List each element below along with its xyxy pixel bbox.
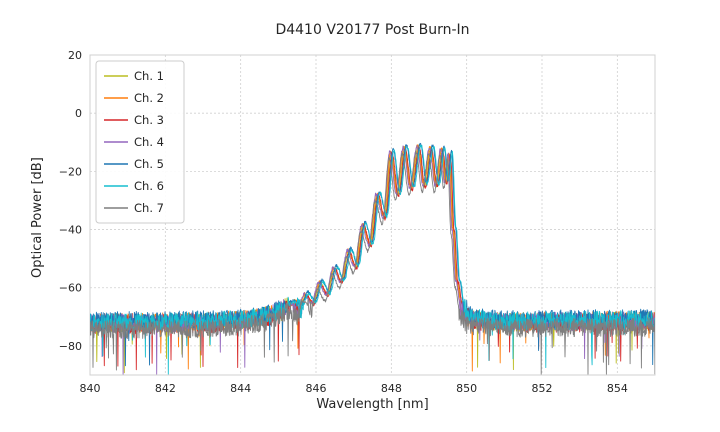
legend-label-ch-5: Ch. 5 — [134, 157, 164, 171]
y-tick-label--80: −80 — [59, 340, 82, 353]
y-tick-label-20: 20 — [68, 49, 82, 62]
x-axis-label: Wavelength [nm] — [316, 397, 429, 412]
y-tick-label--60: −60 — [59, 282, 82, 295]
series-group — [90, 142, 655, 375]
x-tick-label-850: 850 — [456, 382, 477, 395]
y-tick-label--20: −20 — [59, 165, 82, 178]
x-tick-label-846: 846 — [306, 382, 327, 395]
y-tick-label--40: −40 — [59, 224, 82, 237]
legend-label-ch-6: Ch. 6 — [134, 179, 164, 193]
legend: Ch. 1 Ch. 2 Ch. 3 Ch. 4 Ch. 5 Ch. 6 Ch. 7 — [95, 60, 185, 224]
series-line-ch-6 — [90, 144, 655, 375]
x-tick-label-854: 854 — [607, 382, 628, 395]
legend-label-ch-7: Ch. 7 — [134, 201, 164, 215]
legend-label-ch-3: Ch. 3 — [134, 113, 164, 127]
x-tick-label-852: 852 — [532, 382, 553, 395]
legend-label-ch-2: Ch. 2 — [134, 91, 164, 105]
y-tick-label-0: 0 — [75, 107, 82, 120]
x-tick-label-842: 842 — [155, 382, 176, 395]
x-tick-label-844: 844 — [230, 382, 251, 395]
x-tick-label-840: 840 — [80, 382, 101, 395]
series-line-ch-7 — [90, 150, 655, 375]
legend-label-ch-4: Ch. 4 — [134, 135, 164, 149]
x-tick-label-848: 848 — [381, 382, 402, 395]
legend-label-ch-1: Ch. 1 — [134, 69, 164, 83]
legend-box — [95, 60, 185, 224]
plot-border — [89, 54, 656, 376]
chart-title: D4410 V20177 Post Burn-In — [275, 22, 470, 38]
y-axis-label: Optical Power [dB] — [30, 157, 45, 278]
